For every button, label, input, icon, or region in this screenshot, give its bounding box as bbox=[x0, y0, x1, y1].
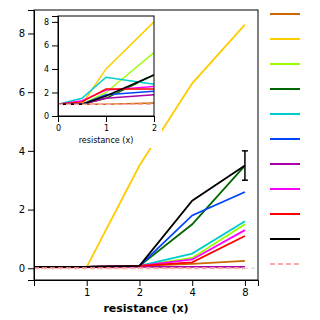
tick-label: 2 bbox=[44, 89, 49, 98]
tick-mark bbox=[28, 210, 34, 211]
tick: 4 bbox=[19, 146, 34, 157]
x-axis-label: resistance (x) bbox=[103, 302, 188, 315]
legend-swatch bbox=[270, 88, 300, 90]
error-bar-cap bbox=[242, 179, 248, 181]
error-bar bbox=[242, 151, 248, 180]
series-line bbox=[34, 230, 245, 267]
tick: 1 bbox=[84, 280, 90, 298]
legend-swatch bbox=[270, 263, 300, 265]
background bbox=[0, 0, 320, 320]
tick: 1 bbox=[104, 116, 109, 133]
legend-swatch bbox=[270, 13, 300, 15]
baseline bbox=[34, 268, 258, 269]
tick: 0 bbox=[56, 116, 61, 133]
x-axis: 0 1 2 bbox=[56, 116, 157, 133]
tick-mark bbox=[139, 280, 140, 286]
tick-label: 8 bbox=[44, 18, 49, 27]
legend-swatch bbox=[270, 63, 300, 65]
tick: 4 bbox=[44, 65, 58, 74]
legend-swatch bbox=[270, 213, 300, 215]
legend-swatch bbox=[270, 188, 300, 190]
series-line bbox=[58, 22, 154, 104]
tick: 2 bbox=[44, 89, 58, 98]
tick: 4 bbox=[190, 280, 196, 298]
series-line bbox=[34, 224, 245, 267]
tick: 6 bbox=[44, 41, 58, 50]
series-line bbox=[58, 75, 154, 104]
tick-label: 2 bbox=[137, 287, 143, 298]
tick-label: 2 bbox=[19, 204, 25, 215]
plot-frame bbox=[34, 10, 258, 280]
tick: 2 bbox=[19, 204, 34, 215]
plot-frame bbox=[58, 16, 154, 116]
tick-label: 6 bbox=[19, 87, 25, 98]
plot-1: 0 1 2 0 2 4 6 8 resistance (x) bbox=[44, 16, 157, 145]
tick-label: 4 bbox=[19, 146, 25, 157]
inset-background bbox=[38, 11, 162, 148]
y-axis: 0 2 4 6 8 bbox=[44, 17, 59, 122]
series-line bbox=[34, 236, 245, 267]
series-line bbox=[34, 221, 245, 266]
tick-mark bbox=[52, 92, 58, 93]
tick-label: 6 bbox=[44, 41, 49, 50]
series-line bbox=[58, 103, 154, 105]
tick: 0 bbox=[19, 263, 34, 274]
series-line bbox=[58, 52, 154, 104]
series-line bbox=[34, 166, 245, 267]
legend-swatch bbox=[270, 163, 300, 165]
y-axis: 0 2 4 6 8 bbox=[19, 11, 35, 281]
axis-line bbox=[59, 117, 155, 123]
tick: 0 bbox=[44, 112, 58, 121]
marks bbox=[58, 22, 154, 104]
tick-mark bbox=[52, 45, 58, 46]
x-axis: 1 2 4 8 bbox=[35, 280, 259, 298]
tick-mark bbox=[28, 92, 34, 93]
tick-label: 8 bbox=[242, 287, 248, 298]
tick-label: 8 bbox=[19, 28, 25, 39]
tick-mark bbox=[106, 116, 107, 122]
tick: 8 bbox=[19, 28, 34, 39]
tick-mark bbox=[245, 280, 246, 286]
series-line bbox=[34, 267, 245, 269]
tick: 2 bbox=[152, 116, 157, 133]
tick-mark bbox=[154, 116, 155, 122]
series-line bbox=[58, 75, 154, 104]
tick: 8 bbox=[44, 18, 58, 27]
tick-mark bbox=[52, 69, 58, 70]
legend-swatch bbox=[270, 38, 300, 40]
tick: 8 bbox=[242, 280, 248, 298]
plot-0: 1 2 4 8 0 2 4 6 8 resistance (x) bbox=[19, 10, 259, 315]
tick-mark bbox=[28, 33, 34, 34]
tick-mark bbox=[87, 280, 88, 286]
tick-label: 0 bbox=[19, 263, 25, 274]
series-line bbox=[34, 166, 245, 267]
axis-line bbox=[35, 281, 259, 287]
tick-label: 0 bbox=[44, 112, 49, 121]
legend-swatch bbox=[270, 113, 300, 115]
legend-swatch bbox=[270, 238, 300, 240]
tick-mark bbox=[28, 151, 34, 152]
error-bar-cap bbox=[242, 150, 248, 152]
chart-container: 1 2 4 8 0 2 4 6 8 resistance (x) 0 1 2 0 2 4 6 8 resistanc… bbox=[0, 0, 320, 320]
tick-label: 1 bbox=[84, 287, 90, 298]
chart-svg: 1 2 4 8 0 2 4 6 8 resistance (x) 0 1 2 0 2 4 6 8 resistanc… bbox=[0, 0, 320, 320]
tick: 2 bbox=[137, 280, 143, 298]
tick-mark bbox=[52, 116, 58, 117]
series-line bbox=[34, 192, 245, 267]
legend-swatch bbox=[270, 138, 300, 140]
tick-mark bbox=[192, 280, 193, 286]
tick-mark bbox=[52, 22, 58, 23]
tick-label: 4 bbox=[44, 65, 49, 74]
error-bar-stem bbox=[244, 151, 246, 180]
tick: 6 bbox=[19, 87, 34, 98]
legend bbox=[270, 14, 300, 264]
tick-label: 4 bbox=[190, 287, 196, 298]
tick-label: 2 bbox=[152, 124, 157, 133]
x-axis-label: resistance (x) bbox=[79, 136, 134, 145]
tick-label: 1 bbox=[104, 124, 109, 133]
tick-label: 0 bbox=[56, 124, 61, 133]
tick-mark bbox=[28, 268, 34, 269]
